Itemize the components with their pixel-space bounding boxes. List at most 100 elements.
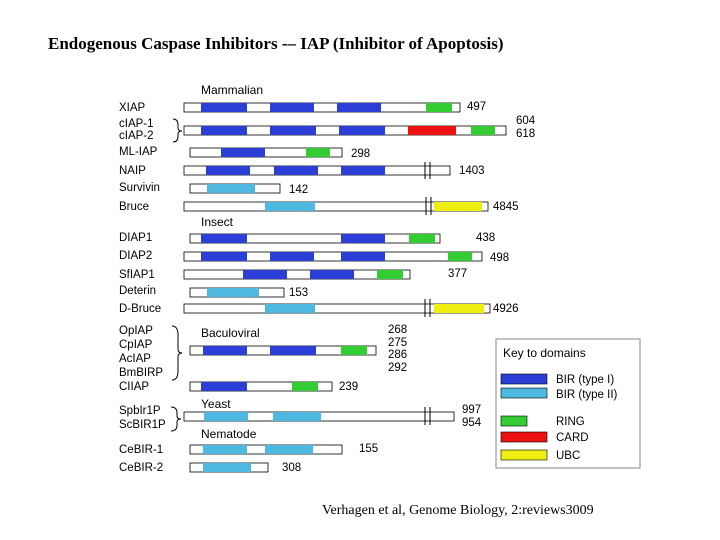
- bir1-domain: [201, 126, 247, 135]
- key-swatch-bir2: [500, 387, 548, 399]
- bir1-domain: [270, 103, 314, 112]
- protein-length-bruce: 4845: [493, 201, 519, 213]
- ring-domain: [306, 148, 330, 157]
- bir2-domain: [273, 412, 321, 421]
- protein-length-cpiap: 275: [388, 337, 407, 349]
- bir1-domain: [339, 126, 385, 135]
- protein-length-naip: 1403: [459, 165, 485, 177]
- brace-ciap: [172, 118, 183, 143]
- protein-label-deterin: Deterin: [119, 285, 156, 297]
- bir1-domain: [221, 148, 265, 157]
- protein-label-ciap2: cIAP-2: [119, 130, 154, 142]
- domain-key-title: Key to domains: [503, 346, 586, 360]
- key-label-card: CARD: [556, 432, 589, 444]
- key-swatch-card: [500, 431, 548, 443]
- ring-domain: [471, 126, 495, 135]
- protein-bar-diap1: [189, 233, 441, 244]
- slide-title: Endogenous Caspase Inhibitors -– IAP (In…: [48, 34, 504, 53]
- bir2-domain: [207, 288, 259, 297]
- bir1-domain: [206, 166, 250, 175]
- protein-length-spbir1p: 997: [462, 404, 481, 416]
- bir1-domain: [243, 270, 287, 279]
- protein-label-diap1: DIAP1: [119, 232, 152, 244]
- ring-domain: [426, 103, 452, 112]
- key-label-ring: RING: [556, 416, 585, 428]
- key-label-bir1: BIR (type I): [556, 374, 614, 386]
- group-label-insect: Insect: [201, 215, 234, 229]
- bir1-domain: [341, 166, 385, 175]
- protein-length-opiap: 268: [388, 324, 407, 336]
- protein-bar-mliap: [189, 147, 343, 158]
- bir2-domain: [265, 202, 315, 211]
- ring-domain: [341, 346, 367, 355]
- bir1-domain: [201, 103, 247, 112]
- protein-label-ciap1: cIAP-1: [119, 118, 154, 130]
- protein-label-cpiap: CpIAP: [119, 339, 153, 351]
- bir2-domain: [207, 184, 255, 193]
- bir2-domain: [265, 304, 315, 313]
- key-label-bir2: BIR (type II): [556, 389, 618, 401]
- key-swatch-bir1: [500, 373, 548, 385]
- protein-length-dbruce: 4926: [493, 303, 519, 315]
- key-swatch-ring: [500, 415, 528, 427]
- protein-label-mliap: ML-IAP: [119, 146, 158, 158]
- ring-domain: [409, 234, 435, 243]
- protein-length-ciiap: 239: [339, 381, 358, 393]
- bir1-domain: [274, 166, 318, 175]
- group-label-baculoviral: Baculoviral: [201, 326, 260, 340]
- protein-label-bmbirp: BmBIRP: [119, 367, 163, 379]
- domain-key: Key to domains BIR (type I) BIR (type II…: [495, 338, 641, 469]
- protein-label-ciiap: CIIAP: [119, 381, 149, 393]
- protein-length-xiap: 497: [467, 101, 486, 113]
- ring-domain: [448, 252, 472, 261]
- protein-label-dbruce: D-Bruce: [119, 303, 161, 315]
- protein-length-sfiap1: 377: [448, 268, 467, 280]
- bir1-domain: [270, 126, 316, 135]
- bir1-domain: [201, 234, 247, 243]
- group-label-yeast: Yeast: [201, 397, 231, 411]
- protein-label-spbir1p: SpbIr1P: [119, 405, 161, 417]
- protein-label-bruce: Bruce: [119, 201, 149, 213]
- bir1-domain: [270, 252, 314, 261]
- bir1-domain: [341, 252, 385, 261]
- protein-label-cebir1: CeBIR-1: [119, 444, 163, 456]
- bir1-domain: [341, 234, 385, 243]
- bir2-domain: [203, 445, 247, 454]
- protein-length-ciap1: 604: [516, 115, 536, 127]
- protein-length-cebir1: 155: [359, 443, 378, 455]
- protein-label-opiap: OpIAP: [119, 325, 153, 337]
- protein-bar-dbruce: [183, 303, 491, 314]
- protein-length-deterin: 153: [289, 287, 308, 299]
- protein-length-survivin: 142: [289, 184, 308, 196]
- bir2-domain: [265, 445, 313, 454]
- ubc-domain: [434, 202, 482, 211]
- domain-key-box: [495, 338, 641, 469]
- protein-label-scbir1p: ScBIR1P: [119, 419, 166, 431]
- bir1-domain: [270, 346, 316, 355]
- protein-label-xiap: XIAP: [119, 102, 146, 114]
- protein-bar-bruce: [183, 201, 489, 212]
- ring-domain: [292, 382, 318, 391]
- ubc-domain: [434, 304, 484, 313]
- protein-label-sfiap1: SfIAP1: [119, 269, 155, 281]
- card-domain: [408, 126, 456, 135]
- bir1-domain: [201, 382, 247, 391]
- bir2-domain: [203, 463, 251, 472]
- bir2-domain: [204, 412, 248, 421]
- protein-length-cebir2: 308: [282, 462, 301, 474]
- bir1-domain: [310, 270, 354, 279]
- protein-length-mliap: 298: [351, 148, 370, 160]
- protein-label-cebir2: CeBIR-2: [119, 462, 163, 474]
- protein-bar-ciiap: [189, 381, 333, 392]
- group-label-mammalian: Mammalian: [201, 83, 263, 97]
- bir1-domain: [201, 252, 247, 261]
- key-label-ubc: UBC: [556, 450, 580, 462]
- protein-bar-xiap: [183, 102, 461, 113]
- brace-baculoviral: [171, 325, 183, 381]
- protein-bar-diap2: [183, 251, 483, 262]
- bir1-domain: [203, 346, 247, 355]
- citation: Verhagen et al, Genome Biology, 2:review…: [322, 503, 594, 518]
- bir1-domain: [337, 103, 381, 112]
- protein-label-aciap: AcIAP: [119, 353, 151, 365]
